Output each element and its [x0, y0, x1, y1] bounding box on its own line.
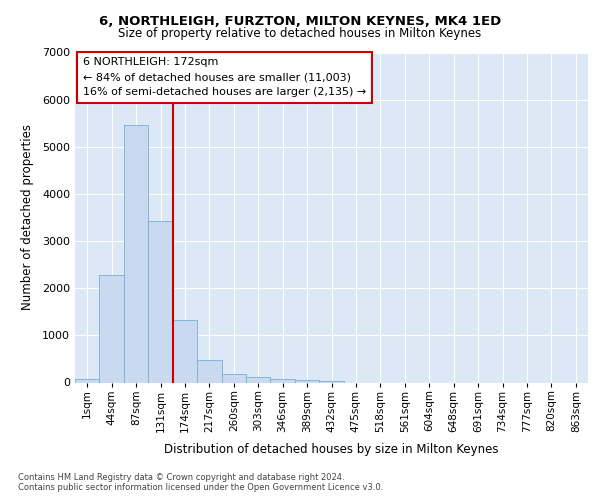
Y-axis label: Number of detached properties: Number of detached properties [20, 124, 34, 310]
Bar [271, 378, 295, 382]
Text: 6, NORTHLEIGH, FURZTON, MILTON KEYNES, MK4 1ED: 6, NORTHLEIGH, FURZTON, MILTON KEYNES, M… [99, 15, 501, 28]
Text: 6 NORTHLEIGH: 172sqm
← 84% of detached houses are smaller (11,003)
16% of semi-d: 6 NORTHLEIGH: 172sqm ← 84% of detached h… [83, 58, 366, 97]
Bar [124, 124, 148, 382]
Text: Size of property relative to detached houses in Milton Keynes: Size of property relative to detached ho… [118, 28, 482, 40]
Bar [75, 379, 100, 382]
Bar [173, 320, 197, 382]
Bar [319, 381, 344, 382]
Bar [295, 380, 319, 382]
Text: Contains public sector information licensed under the Open Government Licence v3: Contains public sector information licen… [18, 484, 383, 492]
Bar [246, 377, 271, 382]
Bar [197, 360, 221, 382]
Text: Contains HM Land Registry data © Crown copyright and database right 2024.: Contains HM Land Registry data © Crown c… [18, 472, 344, 482]
Bar [221, 374, 246, 382]
Bar [148, 222, 173, 382]
X-axis label: Distribution of detached houses by size in Milton Keynes: Distribution of detached houses by size … [164, 442, 499, 456]
Bar [100, 275, 124, 382]
